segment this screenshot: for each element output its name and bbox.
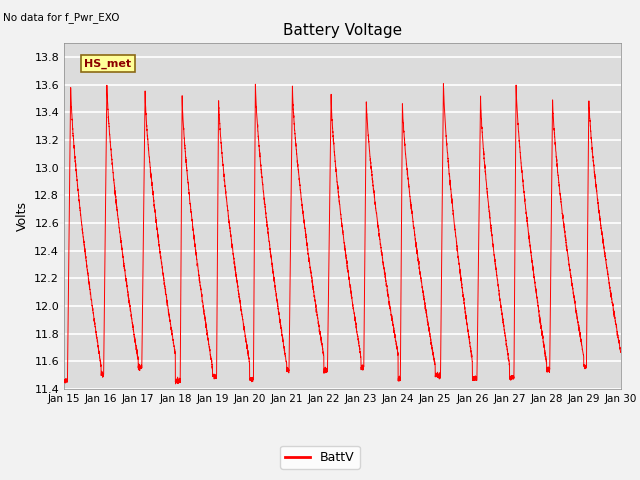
Y-axis label: Volts: Volts [16, 201, 29, 231]
Text: No data for f_Pwr_EXO: No data for f_Pwr_EXO [3, 12, 120, 23]
Text: HS_met: HS_met [84, 59, 132, 69]
Title: Battery Voltage: Battery Voltage [283, 23, 402, 38]
Legend: BattV: BattV [280, 446, 360, 469]
